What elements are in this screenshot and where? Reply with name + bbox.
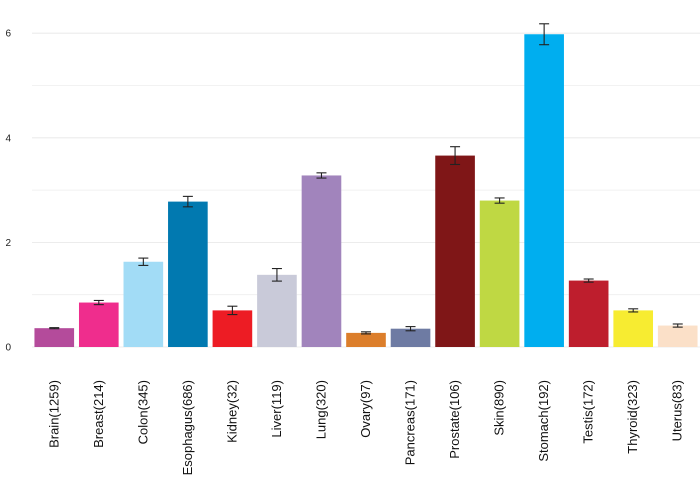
error-bar (227, 305, 238, 316)
error-bar (316, 172, 327, 179)
error-bars (49, 23, 683, 335)
error-bar (672, 323, 683, 328)
x-tick-label: Testis(172) (581, 380, 596, 444)
x-tick-label: Pancreas(171) (403, 380, 418, 465)
x-tick-label: Breast(214) (91, 380, 106, 448)
bar-breast (78, 302, 119, 347)
x-tick-label: Stomach(192) (536, 380, 551, 462)
y-tick-label: 6 (5, 29, 11, 40)
x-tick-label: Ovary(97) (358, 380, 373, 438)
error-bar (182, 195, 193, 208)
bar-prostate (435, 155, 475, 347)
bar-brain (34, 328, 75, 347)
y-tick-label: 0 (5, 343, 11, 354)
bar-pancreas (390, 328, 431, 347)
bar-skin (479, 200, 520, 347)
x-tick-label: Thyroid(323) (625, 380, 640, 454)
x-tick-label: Skin(890) (492, 380, 507, 436)
bar-ovary (346, 332, 386, 347)
error-bar (450, 146, 461, 166)
bar-liver (257, 274, 297, 347)
y-tick-label: 2 (5, 238, 11, 249)
error-bar (49, 327, 60, 330)
bar-stomach (524, 34, 564, 347)
x-tick-label: Prostate(106) (447, 380, 462, 459)
bar-esophagus (168, 201, 208, 347)
error-bar (271, 267, 282, 282)
bar-uterus (657, 325, 698, 347)
y-tick-label: 4 (5, 133, 11, 144)
error-bar (628, 308, 639, 313)
bar-lung (301, 175, 342, 347)
bar-testis (568, 280, 609, 347)
bars (34, 34, 698, 347)
error-bar (583, 278, 594, 283)
x-tick-label: Uterus(83) (670, 380, 685, 441)
x-tick-label: Brain(1259) (46, 380, 61, 448)
error-bar (361, 331, 371, 335)
bar-kidney (212, 310, 253, 347)
bar-colon (123, 261, 164, 347)
error-bar (93, 299, 104, 306)
x-tick-label: Kidney(32) (224, 380, 239, 443)
x-axis-tick-labels: Brain(1259) Breast(214) Colon(345) Esophagu… (46, 380, 684, 475)
error-bar (405, 326, 416, 332)
x-tick-label: Esophagus(686) (180, 380, 195, 475)
error-bar (494, 197, 505, 204)
x-tick-label: Lung(320) (313, 380, 328, 439)
bar-thyroid (613, 310, 654, 347)
x-tick-label: Colon(345) (135, 380, 150, 444)
error-bar (138, 257, 149, 266)
y-axis-ticks: 0 2 4 6 (5, 29, 11, 354)
x-tick-label: Liver(119) (269, 380, 284, 438)
error-bar (539, 23, 550, 46)
